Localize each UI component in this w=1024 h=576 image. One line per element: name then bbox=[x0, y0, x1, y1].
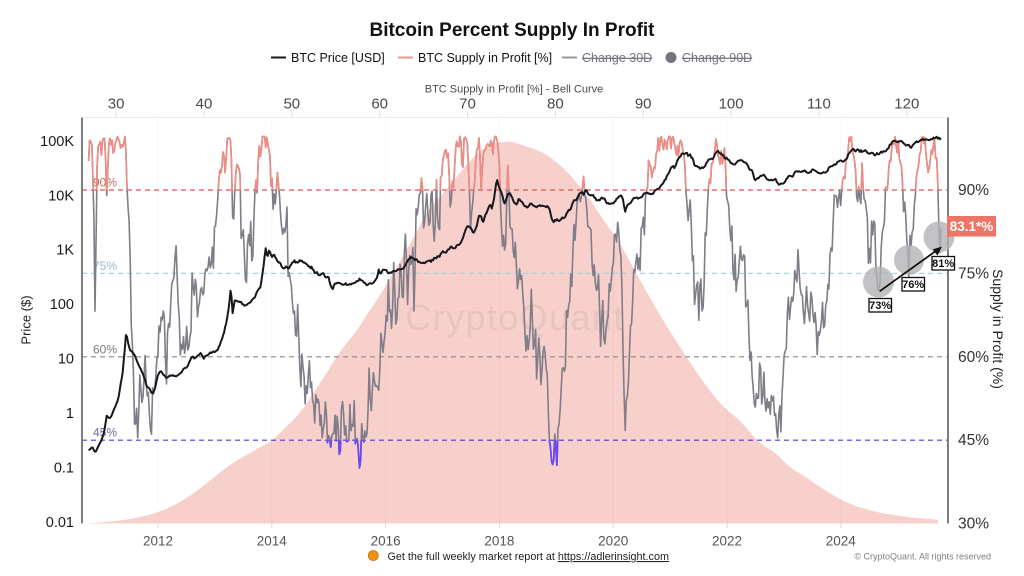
svg-text:2014: 2014 bbox=[257, 534, 288, 549]
svg-text:0.01: 0.01 bbox=[46, 515, 74, 531]
svg-text:Get the full weekly market rep: Get the full weekly market report at htt… bbox=[388, 551, 669, 563]
svg-text:0.1: 0.1 bbox=[54, 460, 74, 476]
svg-text:2012: 2012 bbox=[143, 534, 173, 549]
svg-text:60%: 60% bbox=[958, 349, 989, 366]
svg-text:1K: 1K bbox=[56, 243, 74, 259]
svg-text:Price ($): Price ($) bbox=[19, 295, 34, 344]
svg-text:60: 60 bbox=[371, 96, 388, 113]
svg-text:90%: 90% bbox=[93, 176, 117, 190]
svg-text:Change 30D: Change 30D bbox=[582, 51, 652, 65]
svg-text:10: 10 bbox=[58, 352, 74, 368]
svg-text:83.1*%: 83.1*% bbox=[950, 219, 994, 234]
svg-text:70: 70 bbox=[459, 96, 476, 113]
svg-text:73%: 73% bbox=[869, 300, 891, 312]
svg-text:100: 100 bbox=[719, 96, 744, 113]
svg-text:80: 80 bbox=[547, 96, 564, 113]
svg-text:100: 100 bbox=[50, 297, 74, 313]
svg-text:CryptoQuant: CryptoQuant bbox=[405, 297, 625, 338]
svg-text:120: 120 bbox=[894, 96, 919, 113]
svg-text:100K: 100K bbox=[40, 134, 74, 150]
svg-text:60%: 60% bbox=[93, 342, 117, 356]
svg-text:50: 50 bbox=[283, 96, 300, 113]
svg-text:90%: 90% bbox=[958, 182, 989, 199]
svg-text:2018: 2018 bbox=[484, 534, 514, 549]
svg-text:2024: 2024 bbox=[826, 534, 857, 549]
svg-text:1: 1 bbox=[66, 406, 74, 422]
svg-text:81%: 81% bbox=[932, 258, 954, 270]
svg-text:76%: 76% bbox=[902, 279, 924, 291]
svg-text:2022: 2022 bbox=[712, 534, 742, 549]
svg-text:110: 110 bbox=[807, 96, 831, 113]
svg-text:45%: 45% bbox=[958, 432, 989, 449]
svg-text:2020: 2020 bbox=[598, 534, 628, 549]
svg-text:75%: 75% bbox=[958, 265, 989, 282]
svg-text:Supply in Profit (%): Supply in Profit (%) bbox=[990, 269, 1006, 389]
svg-text:© CryptoQuant. All rights rese: © CryptoQuant. All rights reserved bbox=[854, 552, 991, 562]
svg-text:BTC Supply in Profit [%]: BTC Supply in Profit [%] bbox=[418, 51, 552, 65]
svg-text:30: 30 bbox=[108, 96, 125, 113]
svg-text:10K: 10K bbox=[48, 188, 74, 204]
svg-text:75%: 75% bbox=[93, 259, 117, 273]
svg-text:Change 90D: Change 90D bbox=[682, 51, 752, 65]
svg-text:Bitcoin Percent Supply In Prof: Bitcoin Percent Supply In Profit bbox=[369, 20, 655, 41]
svg-text:90: 90 bbox=[635, 96, 652, 113]
svg-text:BTC Supply in Profit [%] - Bel: BTC Supply in Profit [%] - Bell Curve bbox=[425, 84, 604, 96]
svg-text:2016: 2016 bbox=[371, 534, 401, 549]
svg-text:30%: 30% bbox=[958, 516, 989, 533]
svg-text:BTC Price [USD]: BTC Price [USD] bbox=[291, 51, 385, 65]
svg-text:40: 40 bbox=[196, 96, 213, 113]
svg-text:45%: 45% bbox=[93, 426, 117, 440]
